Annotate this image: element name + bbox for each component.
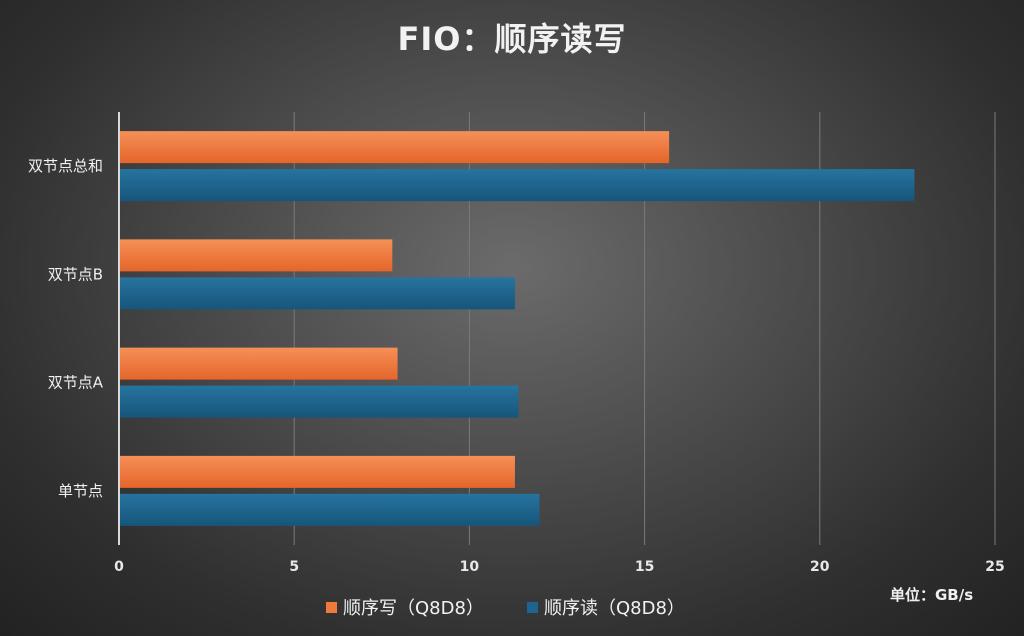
category-label: 双节点B [48, 265, 103, 283]
legend: 顺序写（Q8D8） 顺序读（Q8D8） [0, 594, 1024, 620]
bar-read [120, 169, 915, 202]
x-tick-label: 0 [114, 559, 124, 575]
chart-title: FIO：顺序读写 [397, 20, 627, 58]
bar-write [120, 347, 398, 380]
legend-label-read: 顺序读（Q8D8） [544, 598, 685, 619]
x-tick-label: 20 [810, 559, 830, 575]
bar-write [120, 239, 393, 272]
legend-swatch-write [326, 601, 337, 613]
unit-label: 单位：GB/s [890, 586, 974, 604]
x-tick-label: 15 [635, 559, 654, 575]
x-tick-label: 25 [985, 559, 1004, 575]
x-tick-label: 5 [289, 559, 299, 575]
legend-swatch-read [527, 601, 538, 613]
bar-write [120, 455, 515, 488]
bar-read [120, 277, 515, 310]
x-tick-label: 10 [460, 559, 480, 575]
legend-item-write: 顺序写（Q8D8） [326, 594, 484, 620]
category-label: 双节点A [48, 374, 104, 392]
category-label: 单节点 [58, 482, 103, 500]
bar-write [120, 131, 670, 164]
bar-read [120, 385, 519, 418]
legend-item-read: 顺序读（Q8D8） [527, 594, 685, 620]
legend-label-write: 顺序写（Q8D8） [343, 598, 484, 619]
category-label: 双节点总和 [28, 157, 103, 175]
bar-read [120, 493, 540, 526]
